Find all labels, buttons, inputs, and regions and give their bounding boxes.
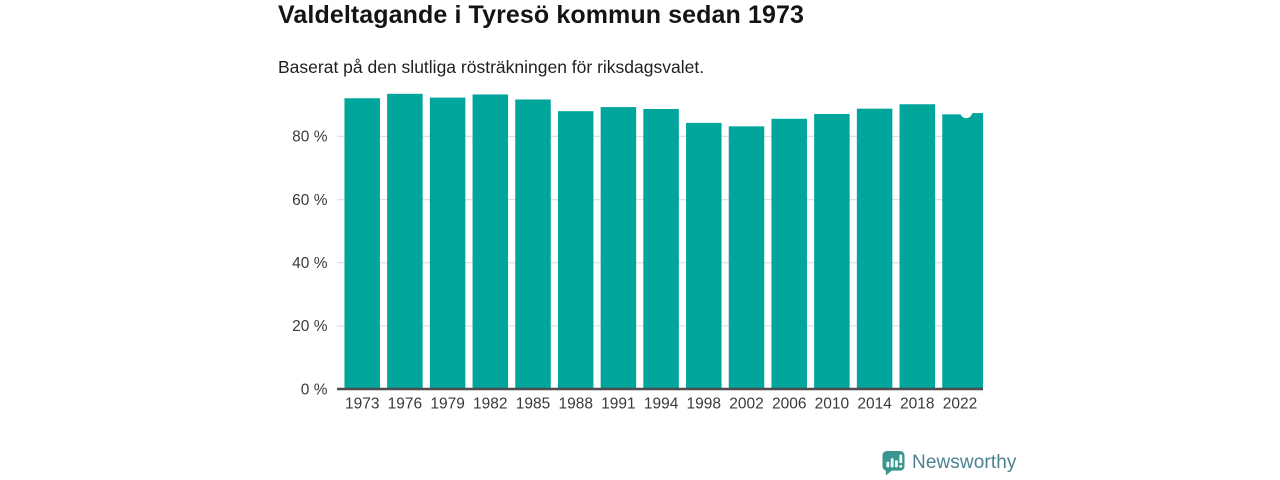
bar-1976 [387,93,423,391]
chart-subtitle: Baserat på den slutliga rösträkningen fö… [278,57,705,77]
x-tick-label-1988: 1988 [558,396,592,413]
x-tick-label-1979: 1979 [430,396,464,413]
x-tick-label-2014: 2014 [857,396,892,413]
bar-2006 [771,118,807,390]
x-tick-label-2006: 2006 [772,396,806,413]
bar-1985 [515,99,551,390]
bar-2010 [814,114,850,390]
x-tick-label-1991: 1991 [601,396,635,413]
newsworthy-badge-icon [882,451,905,476]
bar-1988 [557,111,594,391]
x-tick-label-1985: 1985 [516,396,550,413]
bar-1973 [344,98,380,391]
bar-1994 [643,108,679,391]
y-tick-label-20: 20 % [292,318,328,335]
x-tick-label-2002: 2002 [729,396,763,413]
bar-1991 [600,107,637,391]
y-tick-label-40: 40 % [292,255,328,272]
y-tick-label-60: 60 % [292,192,328,209]
y-tick-label-0: 0 % [301,381,328,398]
bar-2018 [899,104,936,391]
x-tick-label-1998: 1998 [687,396,721,413]
notch-circle-marker [960,106,973,119]
bar-1979 [429,97,466,391]
bar-2022-secondary [972,113,983,391]
y-tick-label-80: 80 % [292,129,328,146]
x-tick-label-1973: 1973 [345,396,379,413]
newsworthy-logo: Newsworthy [882,450,1016,476]
x-tick-label-1982: 1982 [473,396,507,413]
x-tick-label-2018: 2018 [900,396,934,413]
bar-2022 [942,114,978,390]
newsworthy-logo-text: Newsworthy [912,452,1017,473]
bar-1998 [686,122,722,390]
bar-2002 [728,126,765,391]
x-tick-label-2010: 2010 [815,396,850,413]
x-tick-label-2022: 2022 [943,396,977,413]
x-tick-label-1994: 1994 [644,396,679,413]
chart-title: Valdeltagande i Tyresö kommun sedan 1973 [278,1,804,29]
bar-1982 [472,94,509,390]
bar-2014 [856,108,893,391]
x-tick-label-1976: 1976 [388,396,422,413]
